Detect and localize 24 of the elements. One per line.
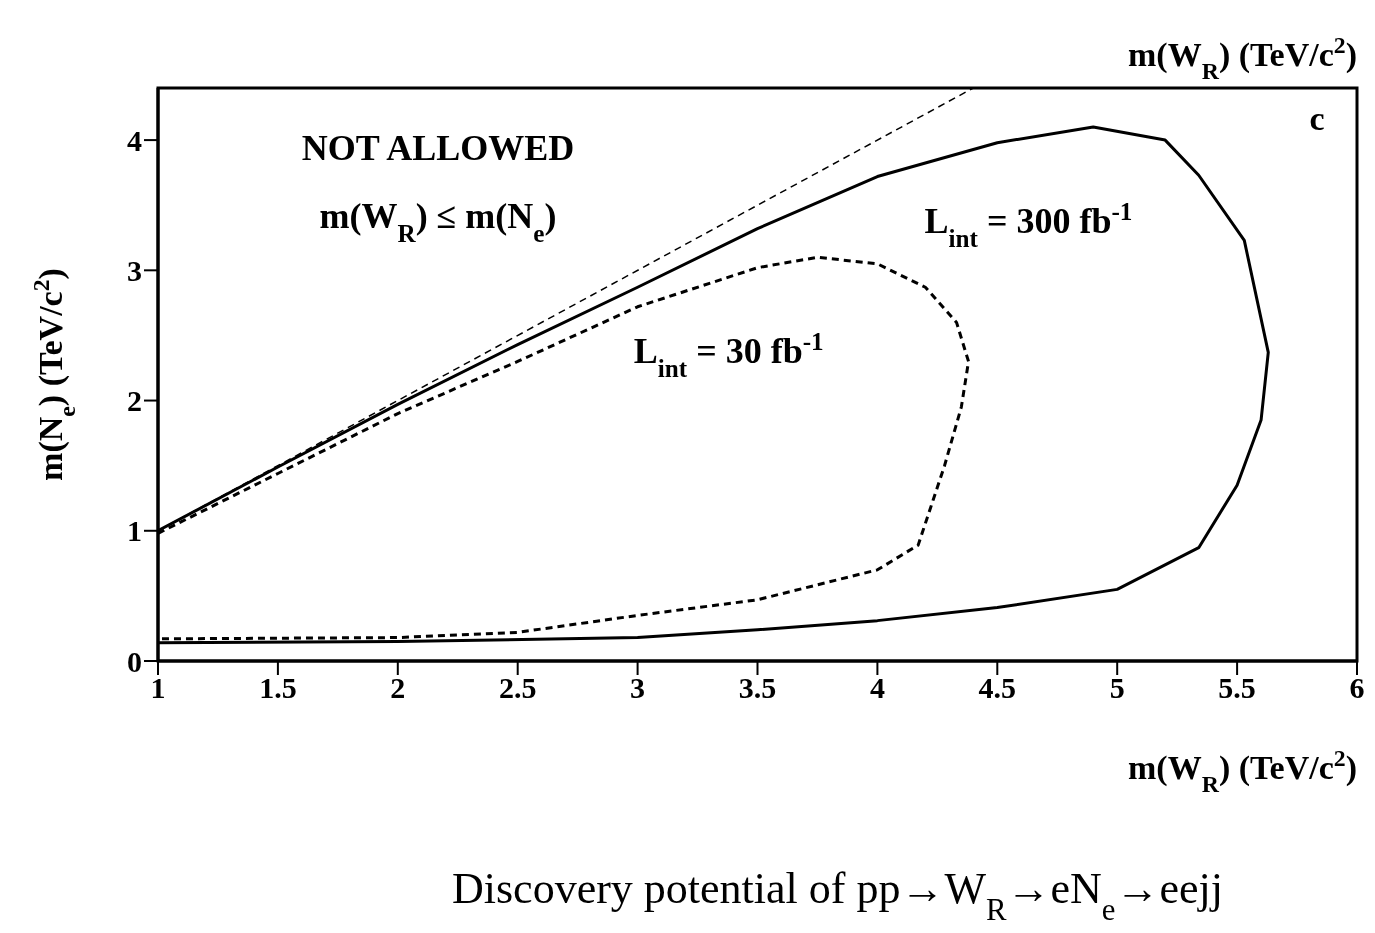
x-tick-label: 3 <box>630 671 646 705</box>
x-tick-label: 2 <box>390 671 406 705</box>
x-tick-label: 6 <box>1349 671 1365 705</box>
x-tick-label: 5.5 <box>1218 671 1256 705</box>
text: m(W$_{R}$) (TeV/c$^{2}$) <box>1128 32 1357 84</box>
annotation: m(W$_{R}$) ≤ m(N$_{e}$) <box>319 196 557 247</box>
x-tick-label: 1.5 <box>259 671 297 705</box>
text: Discovery potential of pp→W$_{R}$→eN$_{e}$→eejj <box>451 864 1224 927</box>
annotation: NOT ALLOWED <box>301 128 575 168</box>
x-tick-label: 4 <box>869 671 885 705</box>
y-tick-label: 0 <box>127 644 142 678</box>
y-tick-label: 3 <box>127 253 142 287</box>
y-tick-label: 4 <box>127 123 142 157</box>
x-tick-label: 5 <box>1109 671 1125 705</box>
series-label: L$_{int}$ = 30 fb$^{-1}$ <box>633 327 824 382</box>
x-tick-label: 2.5 <box>498 671 537 705</box>
x-axis-title: m(W$_{R}$) (TeV/c$^{2}$) <box>1128 745 1357 797</box>
y-tick-label: 2 <box>127 384 142 418</box>
annotation: c <box>1309 100 1325 137</box>
x-tick-label: 4.5 <box>978 671 1017 705</box>
x-tick-label: 3.5 <box>738 671 777 705</box>
y-tick-label: 1 <box>127 514 142 548</box>
series-label: L$_{int}$ = 300 fb$^{-1}$ <box>924 197 1133 252</box>
x-tick-label: 1 <box>150 671 166 705</box>
